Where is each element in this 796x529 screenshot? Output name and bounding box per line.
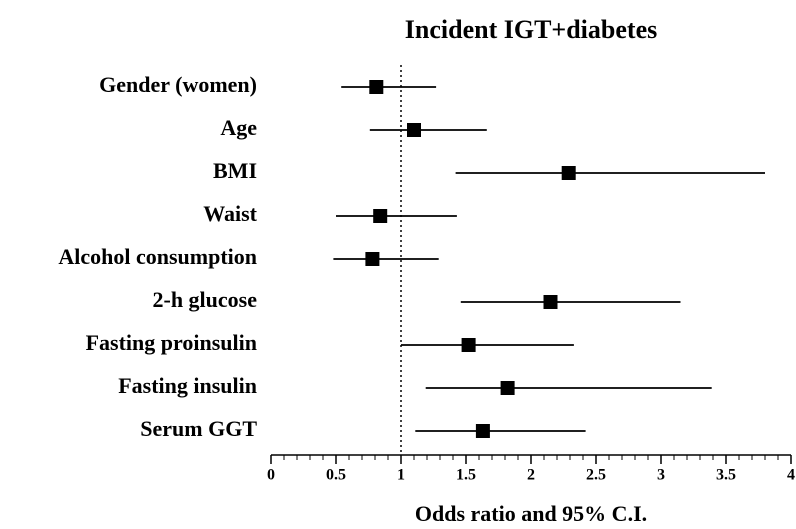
point-estimate	[373, 209, 388, 223]
x-tick-label: 0	[267, 467, 275, 484]
point-estimate	[461, 338, 476, 352]
point-estimate	[407, 123, 421, 137]
y-tick-label: BMI	[213, 158, 257, 183]
y-tick-label: Fasting insulin	[118, 373, 257, 398]
chart-title: Incident IGT+diabetes	[405, 15, 657, 44]
x-tick-label: 1	[397, 467, 405, 484]
y-tick-label: Waist	[203, 201, 257, 226]
x-tick-label: 4	[787, 467, 795, 484]
x-tick-label: 2.5	[586, 467, 606, 484]
x-tick-label: 1.5	[456, 467, 476, 484]
point-estimate	[369, 80, 384, 94]
point-estimate	[561, 166, 576, 180]
y-tick-label: 2-h glucose	[153, 287, 258, 312]
point-estimate	[475, 424, 490, 438]
y-tick-label: Serum GGT	[140, 416, 257, 441]
y-tick-label: Age	[220, 115, 257, 140]
x-tick-label: 2	[527, 467, 535, 484]
point-estimate	[543, 295, 558, 309]
y-tick-label: Alcohol consumption	[58, 244, 257, 269]
point-estimate	[500, 381, 515, 395]
x-tick-label: 3	[657, 467, 665, 484]
x-axis-label: Odds ratio and 95% C.I.	[415, 501, 647, 526]
y-tick-label: Gender (women)	[99, 72, 257, 97]
x-tick-label: 0.5	[326, 467, 346, 484]
y-tick-label: Fasting proinsulin	[86, 330, 257, 355]
point-estimate	[365, 252, 380, 266]
x-tick-label: 3.5	[716, 467, 736, 484]
